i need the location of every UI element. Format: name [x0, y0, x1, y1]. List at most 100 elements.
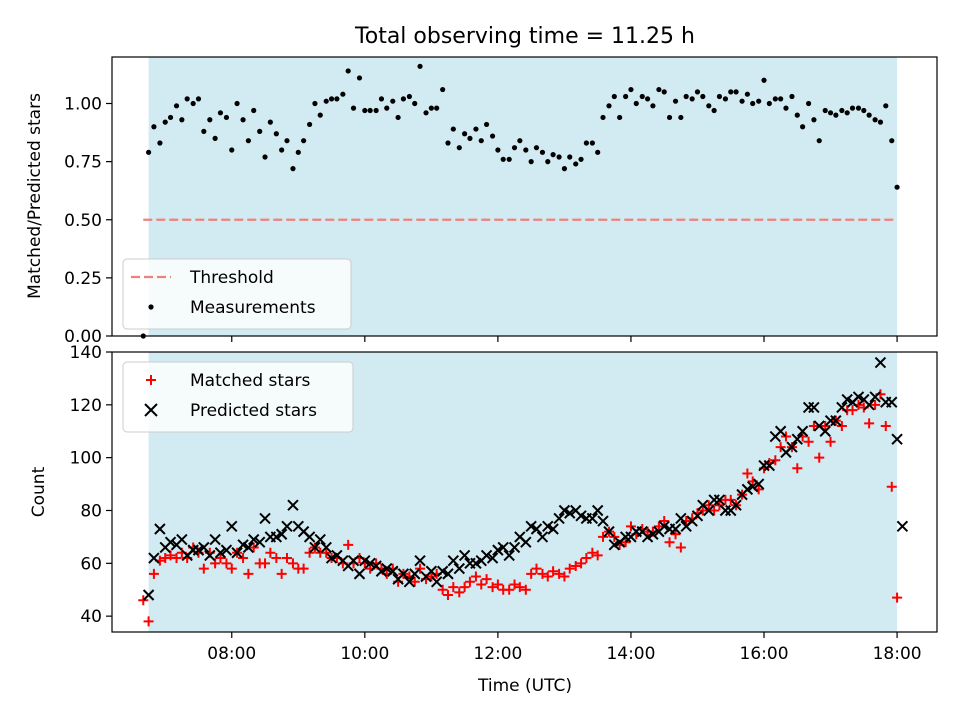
measurement-point — [811, 117, 817, 123]
matched-stars-point — [221, 558, 232, 569]
y-tick-label: 0.50 — [64, 211, 102, 231]
measurement-point — [489, 133, 496, 139]
matched-stars-point — [476, 579, 487, 590]
measurement-point — [694, 89, 701, 95]
measurement-point — [217, 110, 224, 116]
figure-title: Total observing time = 11.25 h — [354, 24, 695, 49]
predicted-stars-point — [226, 520, 238, 533]
predicted-stars-point — [752, 478, 765, 490]
measurement-point — [328, 96, 335, 102]
measurement-point — [595, 149, 601, 155]
measurement-point — [578, 156, 584, 162]
measurement-point — [284, 138, 290, 144]
matched-stars-point — [260, 558, 271, 569]
measurement-point — [639, 93, 645, 100]
legend-matched-swatch — [146, 375, 156, 385]
matched-stars-point — [886, 481, 897, 492]
measurement-point — [378, 96, 385, 102]
measurement-point — [406, 93, 412, 100]
predicted-stars-point — [242, 541, 255, 554]
matched-stars-point — [564, 563, 575, 574]
matched-stars-point — [670, 529, 681, 540]
predicted-stars-point — [675, 512, 687, 525]
predicted-stars-point — [142, 589, 155, 601]
predicted-stars-point — [703, 504, 715, 517]
measurement-point — [816, 138, 822, 144]
matched-stars-point — [808, 420, 819, 431]
measurement-point — [362, 107, 368, 114]
matched-stars-point — [870, 399, 881, 410]
measurement-point — [301, 138, 307, 144]
measurement-point — [251, 107, 257, 114]
measurement-point — [440, 86, 446, 93]
measurement-point — [739, 98, 745, 104]
measurement-point — [345, 68, 351, 74]
predicted-stars-point — [530, 523, 543, 535]
predicted-stars-point — [891, 433, 903, 445]
measurement-point — [589, 140, 595, 146]
predicted-stars-point — [480, 549, 493, 562]
measurement-point — [307, 121, 313, 128]
predicted-stars-point — [309, 541, 321, 554]
measurement-point — [483, 121, 490, 128]
legend-box — [122, 361, 354, 433]
measurement-point — [567, 154, 573, 160]
legend: Matched stars Predicted stars — [122, 361, 354, 433]
y-tick-label: 60 — [80, 554, 102, 574]
matched-stars-point — [226, 563, 237, 574]
matched-stars-point — [198, 563, 209, 574]
measurement-point — [861, 107, 867, 114]
predicted-stars-point — [591, 504, 604, 517]
measurement-point — [456, 145, 462, 151]
measurement-point — [162, 119, 168, 125]
y-tick-label: 100 — [70, 449, 102, 469]
measurement-point — [434, 105, 440, 111]
predicted-stars-point — [536, 531, 549, 543]
predicted-stars-point — [303, 531, 316, 543]
predicted-stars-point — [713, 494, 726, 506]
matched-stars-point — [814, 452, 825, 463]
matched-stars-point — [653, 521, 664, 532]
predicted-stars-point — [320, 541, 332, 554]
matched-stars-point — [609, 531, 620, 542]
measurement-point — [323, 98, 329, 104]
matched-stars-point — [592, 550, 603, 561]
measurement-point — [678, 114, 684, 121]
top-y-axis-label: Matched/Predicted stars — [25, 93, 45, 299]
matched-stars-point — [697, 505, 708, 516]
measurement-point — [279, 147, 285, 153]
predicted-stars-point — [287, 499, 299, 511]
predicted-stars-point — [597, 515, 609, 527]
plot-frame — [111, 351, 938, 633]
matched-stars-point — [664, 537, 675, 548]
predicted-stars-point — [409, 568, 421, 580]
matched-stars-point — [675, 542, 686, 553]
predicted-stars-point — [886, 396, 898, 408]
measurement-point — [611, 93, 617, 100]
predicted-stars-point — [414, 554, 426, 567]
measurement-point — [190, 100, 196, 107]
measurement-point — [633, 100, 639, 107]
y-tick-label: 140 — [70, 343, 102, 363]
measurement-point — [523, 147, 529, 153]
matched-stars-point — [542, 571, 553, 582]
matched-stars-point — [437, 584, 448, 595]
x-tick-label: 16:00 — [740, 644, 789, 664]
matched-stars-point — [709, 505, 720, 516]
measurement-point — [844, 110, 850, 116]
measurement-point — [412, 100, 418, 107]
matched-stars-point — [454, 587, 465, 598]
matched-stars-point — [836, 420, 847, 431]
measurement-point — [722, 96, 729, 102]
matched-stars-point — [504, 584, 515, 595]
measurement-point — [245, 138, 251, 144]
measurement-point — [794, 112, 800, 118]
matched-stars-point — [548, 566, 559, 577]
predicted-stars-point — [281, 520, 293, 533]
measurement-point — [772, 96, 778, 102]
predicted-stars-point — [204, 549, 216, 562]
measurement-point — [805, 100, 812, 107]
matched-stars-point — [287, 558, 298, 569]
matched-stars-point — [526, 568, 537, 579]
